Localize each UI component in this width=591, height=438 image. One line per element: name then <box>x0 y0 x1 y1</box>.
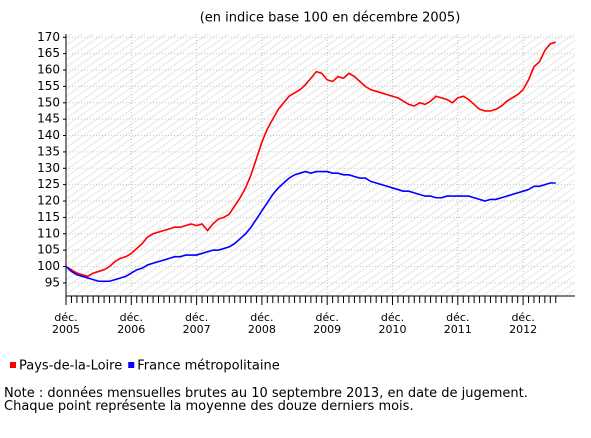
x-tick-label: déc. 2009 <box>313 311 341 336</box>
series-line <box>65 41 556 278</box>
y-tick-label: 140 <box>37 128 60 142</box>
y-tick-label: 135 <box>37 144 60 158</box>
x-tick-label: déc. 2012 <box>509 311 537 336</box>
y-tick-label: 150 <box>37 95 60 109</box>
notes: Note : données mensuelles brutes au 10 s… <box>4 387 584 413</box>
x-tick-label: déc. 2008 <box>248 311 276 336</box>
y-tick-label: 105 <box>37 243 60 257</box>
x-tick-label: déc. 2010 <box>379 311 407 336</box>
note: Chaque point représente la moyenne des d… <box>4 399 414 414</box>
series-line <box>65 170 556 283</box>
chart-title: (en indice base 100 en décembre 2005) <box>200 11 461 26</box>
y-tick-label: 115 <box>37 210 60 224</box>
y-tick-label: 125 <box>37 177 60 191</box>
y-tick-label: 155 <box>37 79 60 93</box>
legend-swatch <box>10 362 16 368</box>
legend-swatch <box>128 362 135 368</box>
legend-label: France métropolitaine <box>137 359 279 374</box>
y-tick-label: 160 <box>37 63 60 77</box>
y-tick-label: 130 <box>37 161 60 175</box>
y-tick-label: 165 <box>37 46 60 60</box>
y-tick-label: 145 <box>37 112 60 126</box>
legend-label: Pays-de-la-Loire <box>19 359 122 374</box>
chart: (en indice base 100 en décembre 2005) 95… <box>10 11 575 374</box>
x-tick-label: déc. 2007 <box>183 311 211 336</box>
y-tick-label: 95 <box>45 275 60 289</box>
y-tick-label: 120 <box>37 194 60 208</box>
y-tick-label: 110 <box>37 226 60 240</box>
x-tick-label: déc. 2011 <box>444 311 472 336</box>
x-tick-label: déc. 2005 <box>52 311 80 336</box>
x-tick-label: déc. 2006 <box>117 311 145 336</box>
note: Note : données mensuelles brutes au 10 s… <box>4 386 528 401</box>
y-tick-label: 170 <box>37 30 60 44</box>
y-tick-label: 100 <box>37 259 60 273</box>
plot-area <box>66 34 575 296</box>
